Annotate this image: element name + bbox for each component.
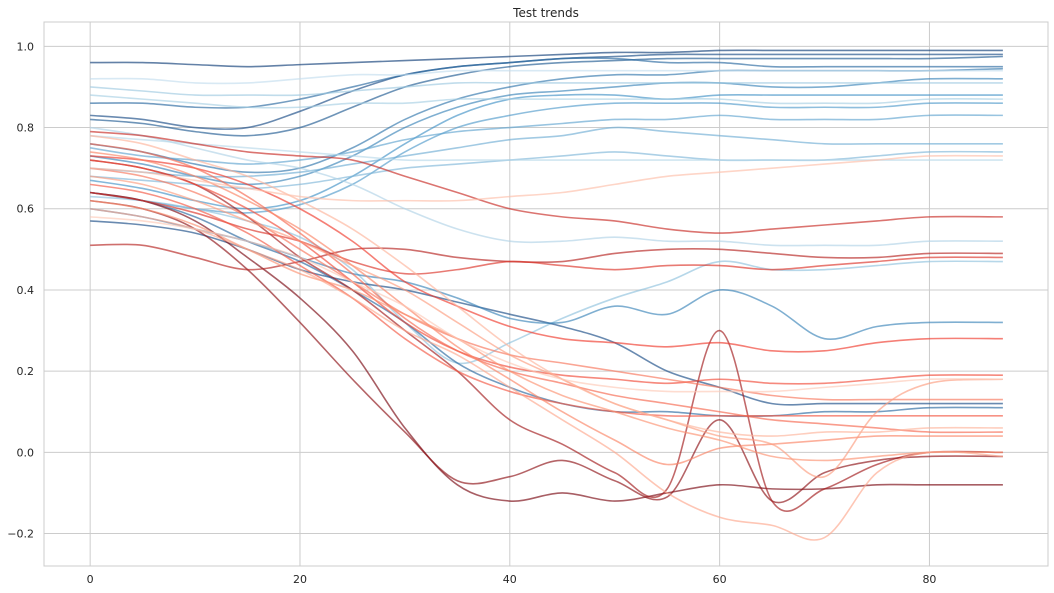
blue-series-line xyxy=(90,126,1003,247)
x-tick-label: 0 xyxy=(87,573,94,586)
x-tick-label: 20 xyxy=(293,573,307,586)
blue-series-line xyxy=(90,102,1003,214)
y-tick-label: 0.8 xyxy=(17,122,35,135)
x-tick-label: 80 xyxy=(922,573,936,586)
blue-series-line xyxy=(90,93,1003,210)
red-series-line xyxy=(90,151,1003,466)
grid xyxy=(44,22,1048,566)
x-tick-label: 60 xyxy=(713,573,727,586)
red-series-line xyxy=(90,207,1003,541)
blue-series-line xyxy=(90,55,1003,137)
plot-frame xyxy=(43,21,1049,567)
red-series-line xyxy=(90,243,1003,271)
x-tick-label: 40 xyxy=(503,573,517,586)
red-series-line xyxy=(90,183,1003,417)
y-tick-label: 0.4 xyxy=(17,284,35,297)
red-series-line xyxy=(90,130,1003,234)
red-series-line xyxy=(90,155,1003,353)
blue-series-line xyxy=(90,69,1003,85)
blue-series-line xyxy=(90,94,1003,109)
blue-series-line xyxy=(90,114,1003,165)
blue-series-line xyxy=(90,49,1003,68)
blue-series-line xyxy=(90,77,1003,186)
red-series-line xyxy=(90,216,1003,393)
red-series-line xyxy=(90,191,1003,275)
y-tick-label: 0.2 xyxy=(17,365,35,378)
y-tick-labels: −0.2 0.0 0.2 0.4 0.6 0.8 1.0 xyxy=(7,40,34,540)
blue-series-line xyxy=(90,134,1003,162)
red-series-line xyxy=(90,175,1003,479)
y-tick-label: −0.2 xyxy=(7,528,34,541)
red-series-line xyxy=(90,167,1003,401)
red-series-line xyxy=(90,154,1003,202)
x-tick-labels: 0 20 40 60 80 xyxy=(87,573,937,586)
plot-background xyxy=(44,22,1048,566)
red-series-line xyxy=(90,142,1003,434)
red-series-line xyxy=(90,134,1003,437)
red-series-line xyxy=(90,191,1003,502)
y-tick-label: 0.6 xyxy=(17,203,35,216)
blue-series-line xyxy=(90,126,1003,178)
y-tick-label: 1.0 xyxy=(17,40,35,53)
y-tick-label: 0.0 xyxy=(17,446,35,459)
chart-title: Test trends xyxy=(512,6,579,20)
blue-series-line xyxy=(90,81,1003,97)
series-lines xyxy=(90,49,1003,541)
